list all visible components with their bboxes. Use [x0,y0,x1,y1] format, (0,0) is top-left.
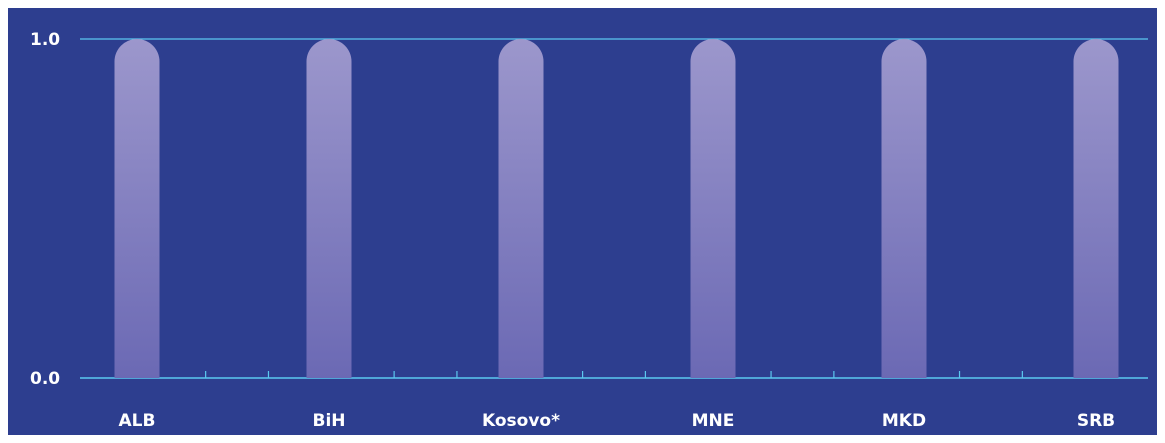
bar-mne [690,39,736,378]
bar-bih [306,39,352,378]
label-layer: 0.0 1.0 ALB BiH Kosovo* MNE MKD SRB [30,30,1115,431]
x-tick-label: MKD [882,411,926,431]
x-tick-label: Kosovo* [482,411,560,431]
x-tick-label: ALB [119,411,156,431]
x-tick-label: MNE [692,411,735,431]
bar-alb [114,39,160,378]
bar-mkd [881,39,927,378]
bar-srb [1073,39,1119,378]
chart-panel: 0.0 1.0 ALB BiH Kosovo* MNE MKD SRB [8,8,1157,435]
x-tick-label: SRB [1077,411,1115,431]
bar-chart: 0.0 1.0 ALB BiH Kosovo* MNE MKD SRB [30,30,1148,431]
bar-layer [114,39,1119,378]
axis-layer [80,38,1148,379]
y-tick-label: 1.0 [30,30,60,50]
bar-kosovo [498,39,544,378]
y-tick-label: 0.0 [30,369,60,389]
x-tick-label: BiH [312,411,345,431]
